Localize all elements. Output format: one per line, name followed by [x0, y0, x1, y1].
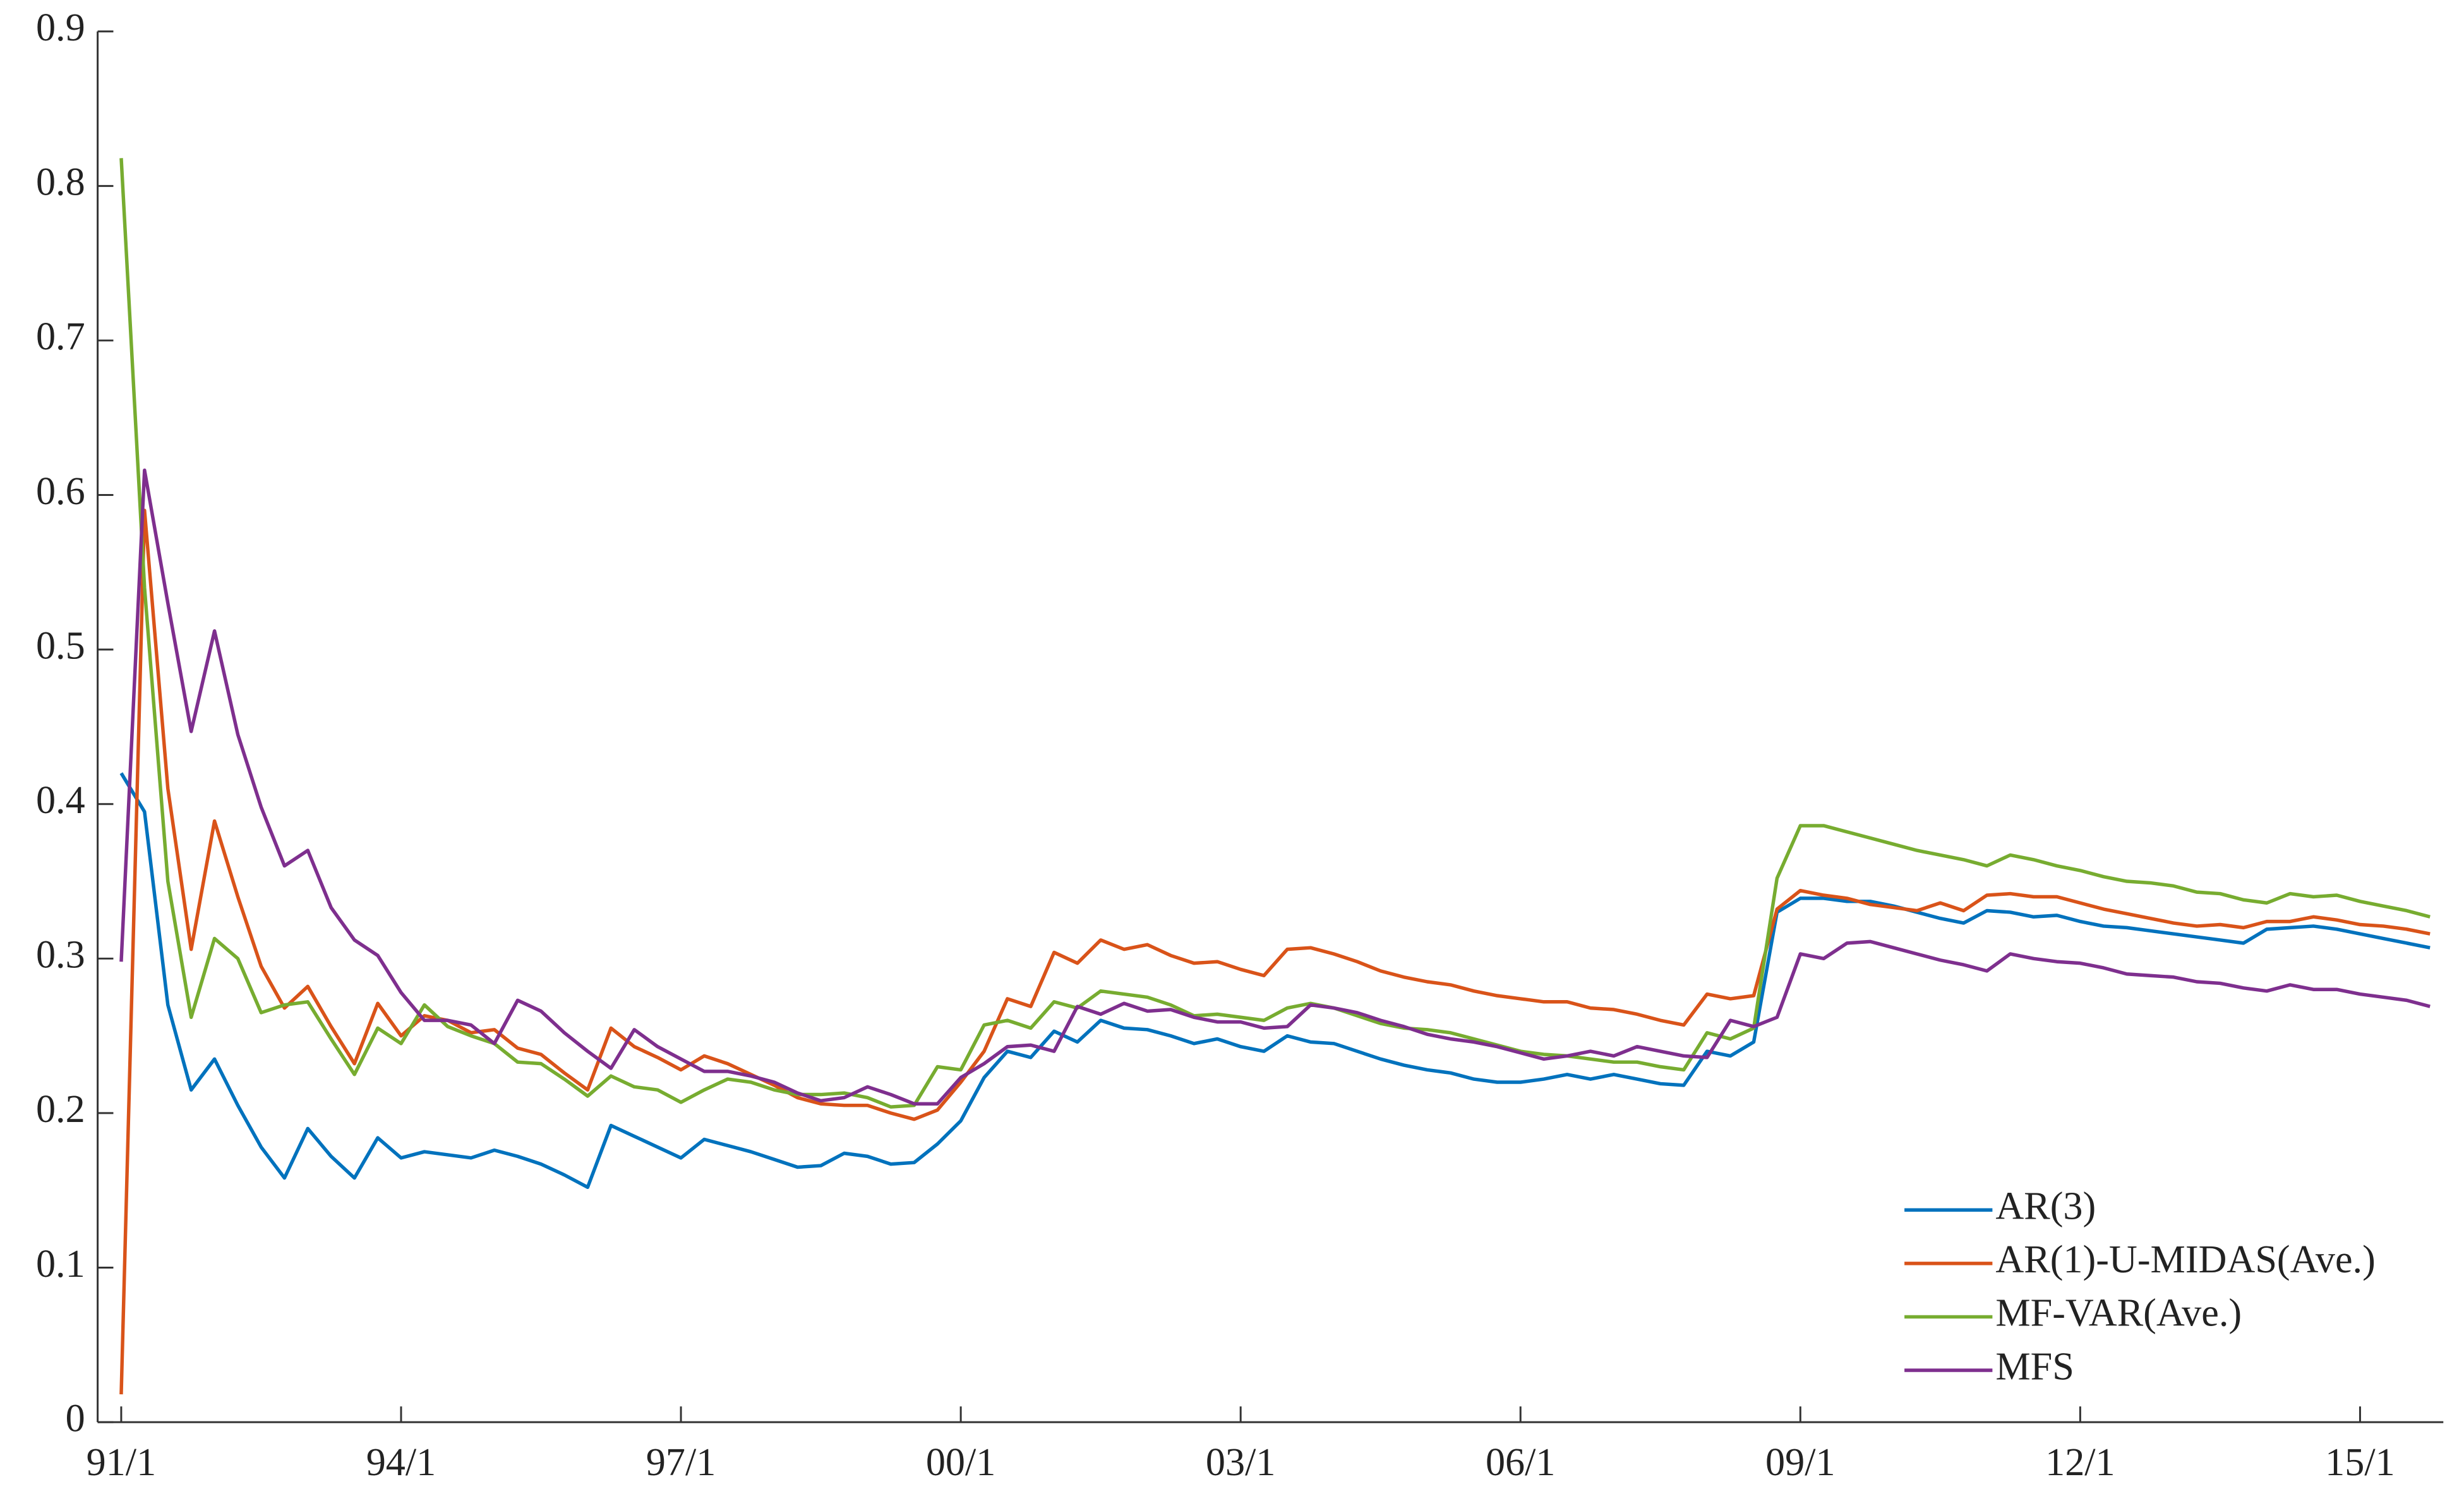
legend-label: AR(1)-U-MIDAS(Ave.) [1995, 1238, 2375, 1281]
legend-label: AR(3) [1995, 1185, 2096, 1228]
x-tick-label: 12/1 [2045, 1441, 2115, 1484]
x-tick-label: 94/1 [366, 1441, 436, 1484]
series-line [119, 468, 2431, 1106]
y-tick-label: 0.2 [36, 1088, 85, 1131]
series-line [119, 158, 2431, 1109]
y-tick-label: 0.5 [36, 624, 85, 667]
x-tick-label: 00/1 [926, 1441, 996, 1484]
y-tick-label: 0.7 [36, 315, 85, 358]
series-line [119, 772, 2431, 1190]
x-tick-label: 06/1 [1486, 1441, 1556, 1484]
x-tick-label: 03/1 [1206, 1441, 1276, 1484]
y-tick-label: 0.9 [36, 6, 85, 49]
y-tick-label: 0.4 [36, 779, 85, 822]
legend-label: MF-VAR(Ave.) [1995, 1292, 2242, 1335]
x-tick-label: 15/1 [2325, 1441, 2395, 1484]
y-tick-label: 0.1 [36, 1243, 85, 1286]
x-tick-label: 09/1 [1765, 1441, 1836, 1484]
x-tick-label: 91/1 [87, 1441, 157, 1484]
y-tick-label: 0 [66, 1397, 85, 1440]
x-tick-label: 97/1 [646, 1441, 716, 1484]
y-tick-label: 0.6 [36, 470, 85, 513]
legend-label: MFS [1995, 1345, 2074, 1388]
y-tick-label: 0.8 [36, 161, 85, 204]
y-tick-label: 0.3 [36, 934, 85, 977]
series-line [119, 509, 2431, 1395]
